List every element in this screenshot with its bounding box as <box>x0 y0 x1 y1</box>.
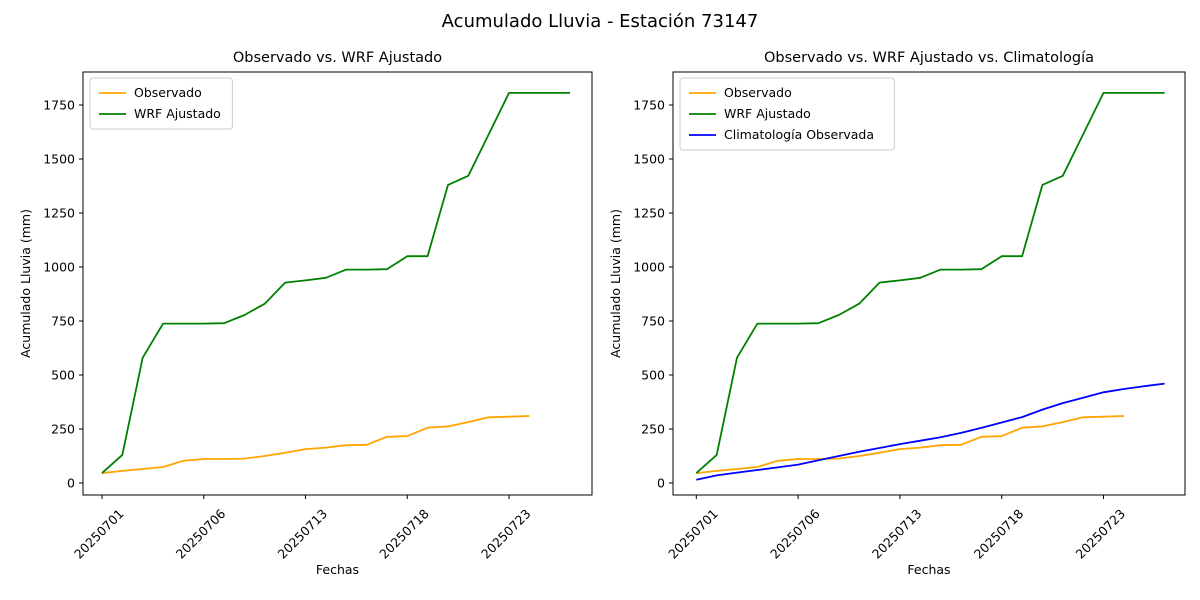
axes-frame <box>82 71 593 496</box>
x-axis-label: Fechas <box>907 562 950 577</box>
y-tick-label: 1000 <box>633 260 665 275</box>
y-tick-label: 1750 <box>633 98 665 113</box>
series-line-wrf-ajustado <box>101 92 570 474</box>
y-tick-label: 1250 <box>633 206 665 221</box>
x-tick-label: 20250723 <box>1073 506 1129 562</box>
x-tick-label: 20250713 <box>869 506 925 562</box>
y-tick-label: 250 <box>641 422 665 437</box>
y-tick-label: 500 <box>641 368 665 383</box>
series-line-observado <box>101 415 530 474</box>
y-tick-label: 1000 <box>43 260 75 275</box>
y-tick-label: 0 <box>657 476 665 491</box>
x-tick-label: 20250706 <box>767 506 823 562</box>
y-tick-label: 1500 <box>43 152 75 167</box>
y-axis-label: Acumulado Lluvia (mm) <box>608 209 623 358</box>
x-tick-label: 20250718 <box>971 506 1027 562</box>
legend-label: Climatología Observada <box>724 127 874 142</box>
y-tick-label: 500 <box>51 368 75 383</box>
legend-box <box>679 77 895 151</box>
legend: Observado WRF Ajustado Climatología Observ… <box>679 77 895 151</box>
axes-frame <box>672 71 1186 496</box>
chart-title: Observado vs. WRF Ajustado <box>233 50 442 66</box>
x-tick-label: 20250701 <box>665 506 721 562</box>
y-axis-label: Acumulado Lluvia (mm) <box>18 209 33 358</box>
legend-label: WRF Ajustado <box>724 106 811 121</box>
y-tick-label: 1750 <box>43 98 75 113</box>
y-tick-label: 750 <box>51 314 75 329</box>
series-line-wrf-ajustado <box>695 92 1165 474</box>
chart-title: Observado vs. WRF Ajustado vs. Climatolo… <box>764 50 1094 66</box>
series-line-climatología-observada <box>696 382 1165 481</box>
y-tick-label: 1250 <box>43 206 75 221</box>
y-tick-label: 750 <box>641 314 665 329</box>
legend-label: Observado <box>134 85 202 100</box>
legend: Observado WRF Ajustado <box>89 77 233 130</box>
y-tick-label: 0 <box>67 476 75 491</box>
legend-label: WRF Ajustado <box>134 106 221 121</box>
legend-box <box>89 77 233 130</box>
legend-label: Observado <box>724 85 792 100</box>
figure-title: Acumulado Lluvia - Estación 73147 <box>441 11 759 32</box>
series-line-observado <box>696 415 1124 474</box>
x-axis-label: Fechas <box>316 562 359 577</box>
y-tick-label: 250 <box>51 422 75 437</box>
y-tick-label: 1500 <box>633 152 665 167</box>
